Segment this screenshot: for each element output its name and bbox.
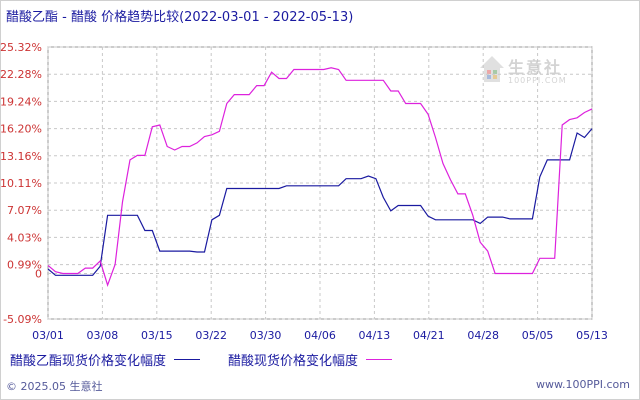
legend-label-acetic-acid: 醋酸现货价格变化幅度 — [228, 354, 359, 369]
y-tick-label: 4.03% — [7, 231, 42, 244]
y-tick-label: 10.11% — [0, 177, 42, 190]
x-tick-label: 03/30 — [250, 329, 282, 342]
watermark-logo: 生意社 100PPI.COM — [478, 52, 578, 92]
footer-site: www.100PPI.com — [536, 378, 630, 391]
series-line-ethyl-acetate — [47, 128, 593, 276]
legend-swatch-magenta — [366, 359, 393, 360]
x-tick-label: 03/15 — [141, 329, 173, 342]
x-tick-label: 04/06 — [304, 329, 336, 342]
y-tick-label: 16.20% — [0, 123, 42, 136]
y-tick-label: -5.09% — [3, 313, 42, 326]
y-tick-label: 19.24% — [0, 95, 42, 108]
series-line-acetic-acid — [47, 67, 593, 287]
watermark-url: 100PPI.COM — [508, 76, 567, 85]
x-tick-label: 04/13 — [359, 329, 391, 342]
legend-label-ethyl-acetate: 醋酸乙酯现货价格变化幅度 — [10, 354, 167, 369]
y-tick-label: 0.99% — [7, 259, 42, 272]
house-logo-icon — [480, 56, 504, 82]
footer-copyright: © 2025.05 生意社 — [6, 380, 103, 393]
x-tick-label: 03/08 — [87, 329, 119, 342]
watermark-name: 生意社 — [508, 58, 563, 77]
y-tick-label: 0 — [35, 267, 42, 280]
x-tick-label: 04/21 — [413, 329, 445, 342]
x-tick-label: 05/05 — [522, 329, 554, 342]
y-tick-label: 22.28% — [0, 68, 42, 81]
y-tick-label: 13.16% — [0, 150, 42, 163]
chart-title: 醋酸乙酯 - 醋酸 价格趋势比较(2022-03-01 - 2022-05-13… — [6, 10, 354, 25]
x-tick-label: 03/22 — [195, 329, 227, 342]
x-tick-label: 03/01 — [32, 329, 64, 342]
y-tick-label: 25.32% — [0, 41, 42, 54]
x-tick-label: 04/28 — [467, 329, 499, 342]
x-tick-label: 05/13 — [576, 329, 608, 342]
y-tick-label: 7.07% — [7, 204, 42, 217]
legend-swatch-blue — [174, 359, 201, 360]
legend-item-ethyl-acetate: 醋酸乙酯现货价格变化幅度 — [10, 350, 201, 369]
legend-item-acetic-acid: 醋酸现货价格变化幅度 — [228, 350, 393, 369]
